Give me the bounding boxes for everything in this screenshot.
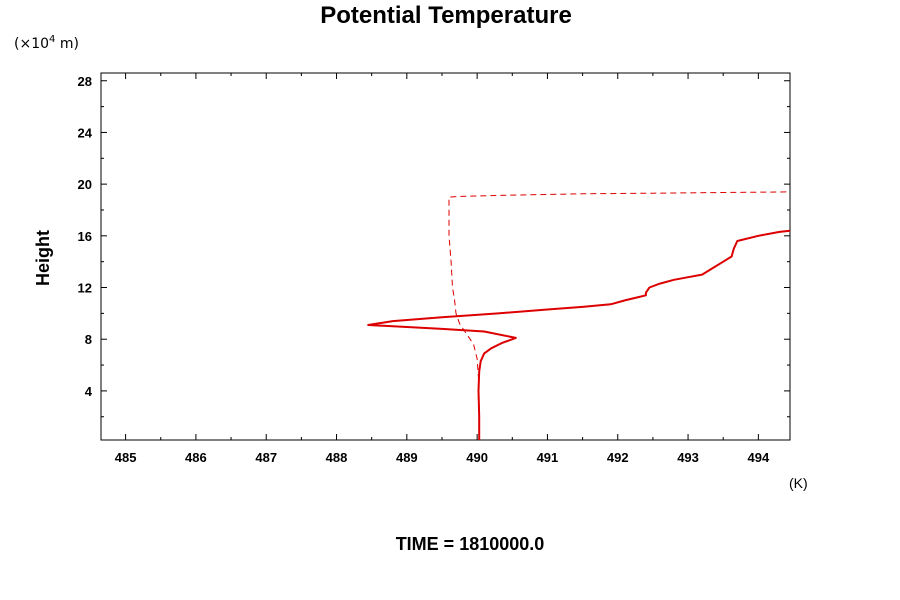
x-tick-label: 485 xyxy=(115,450,137,465)
series-line-dashed xyxy=(448,191,791,440)
chart-title: Potential Temperature xyxy=(320,2,572,29)
y-tick-label: 12 xyxy=(78,281,92,296)
y-axis-ticks: 4 8 12 16 20 24 28 xyxy=(78,74,790,418)
plot-frame xyxy=(100,72,791,441)
y-tick-label: 4 xyxy=(85,384,93,399)
x-tick-label: 488 xyxy=(326,450,348,465)
x-tick-label: 492 xyxy=(607,450,629,465)
x-tick-label: 486 xyxy=(185,450,207,465)
x-tick-label: 489 xyxy=(396,450,418,465)
time-caption: TIME = 1810000.0 xyxy=(396,534,545,554)
y-tick-label: 20 xyxy=(78,177,92,192)
x-tick-label: 494 xyxy=(748,450,770,465)
y-scale-label: (×104 m) xyxy=(14,34,79,52)
y-scale-unit: m) xyxy=(55,36,79,52)
plot-area: 485 486 487 488 489 490 491 492 493 494 4 8 12 16 20 2… xyxy=(78,72,791,465)
x-tick-label: 493 xyxy=(677,450,699,465)
x-tick-label: 491 xyxy=(537,450,559,465)
y-tick-label: 24 xyxy=(78,125,93,140)
series-line-solid xyxy=(367,229,791,440)
x-axis-ticks: 485 486 487 488 489 490 491 492 493 494 xyxy=(115,73,770,465)
y-axis-label: Height xyxy=(33,230,53,286)
y-tick-label: 28 xyxy=(78,74,92,89)
y-scale-prefix: (×10 xyxy=(14,36,49,52)
y-tick-label: 8 xyxy=(85,332,92,347)
series-layer xyxy=(367,191,791,440)
x-tick-label: 487 xyxy=(255,450,277,465)
x-tick-label: 490 xyxy=(466,450,488,465)
x-axis-unit: (K) xyxy=(789,475,808,491)
y-tick-label: 16 xyxy=(78,229,92,244)
y-scale-exponent: 4 xyxy=(49,34,55,45)
